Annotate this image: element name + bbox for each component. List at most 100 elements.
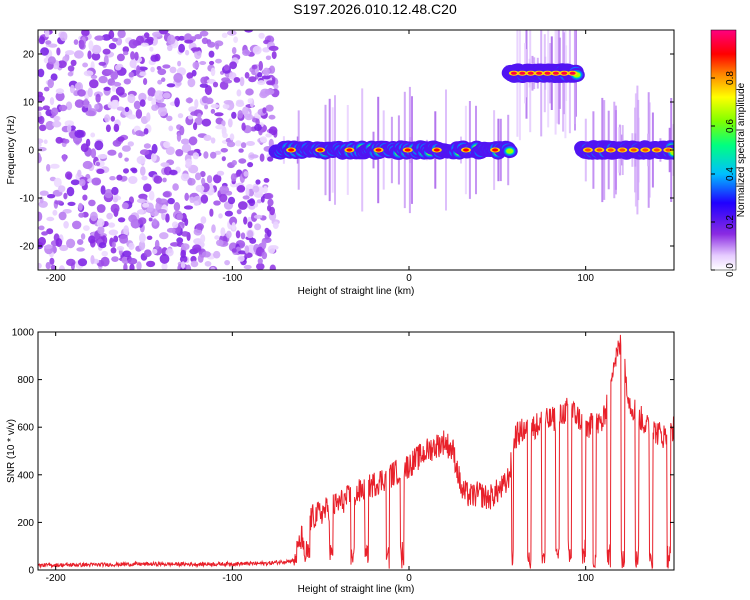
heatmap-cell — [223, 64, 230, 71]
heatmap-cell — [74, 99, 85, 108]
heatmap-cell — [238, 158, 247, 164]
heatmap-cell — [102, 48, 111, 55]
heatmap-cell — [123, 168, 129, 174]
heatmap-cell — [80, 143, 89, 153]
heatmap-cell — [150, 54, 159, 62]
heatmap-cell — [90, 255, 95, 265]
heatmap-cell — [38, 95, 45, 103]
heatmap-cell — [242, 195, 250, 200]
heatmap-cell — [221, 32, 228, 38]
heatmap-cell — [124, 106, 130, 112]
heatmap-cell — [108, 222, 116, 228]
heatmap-cell — [536, 71, 543, 75]
heatmap-cell — [103, 86, 111, 91]
heatmap-cell — [83, 225, 90, 232]
snr-y-tick-label-4: 800 — [17, 375, 34, 386]
colorbar-frame — [710, 29, 737, 271]
heatmap-cell — [235, 230, 241, 239]
heatmap-cell — [67, 65, 75, 72]
heatmap-feature-1 — [268, 86, 518, 214]
heatmap-cell — [244, 72, 250, 79]
heatmap-cell — [185, 264, 192, 270]
heatmap-cell — [114, 64, 122, 71]
heatmap-cell — [166, 115, 173, 122]
heatmap-cell — [63, 192, 68, 200]
heatmap-cell — [169, 66, 177, 74]
heatmap-cell — [224, 79, 233, 84]
heatmap-cell — [77, 89, 86, 97]
heatmap-cell — [76, 247, 85, 252]
heatmap-cell — [186, 72, 194, 79]
heatmap-cell — [138, 217, 147, 225]
heatmap-cell — [207, 41, 216, 48]
heatmap-cell — [263, 178, 270, 183]
heatmap-cell — [85, 110, 96, 117]
heatmap-cell — [273, 84, 279, 90]
heatmap-cell — [184, 218, 189, 226]
heatmap-cell — [70, 179, 80, 186]
heatmap-cell — [50, 73, 58, 81]
heatmap-cell — [213, 174, 222, 184]
snr-x-label: Height of straight line (km) — [298, 584, 415, 595]
snr-x-tick-label-3: 100 — [577, 573, 594, 584]
heatmap-cell — [69, 84, 75, 94]
heatmap-cell — [162, 92, 171, 99]
heatmap-cell — [83, 70, 94, 77]
heatmap-cell — [195, 172, 202, 181]
heatmap-cell — [146, 235, 153, 240]
heatmap-cell — [81, 30, 90, 37]
heatmap-cell — [60, 31, 68, 42]
heatmap-cell — [116, 106, 125, 111]
heatmap-cell — [96, 168, 105, 174]
heatmap-cell — [190, 260, 199, 268]
heatmap-cell — [244, 30, 253, 33]
heatmap-cell — [245, 88, 254, 96]
heatmap-cell — [268, 45, 279, 52]
heatmap-cell — [143, 78, 148, 85]
spectrogram-y-tick-label-4: 20 — [23, 50, 35, 61]
heatmap-cell — [47, 56, 56, 65]
heatmap-cell — [248, 198, 256, 207]
heatmap-cell — [162, 191, 171, 198]
heatmap-cell — [206, 78, 216, 84]
heatmap-cell — [240, 142, 247, 149]
heatmap-cell — [66, 186, 75, 197]
heatmap-cell — [142, 202, 150, 208]
heatmap-cell — [272, 221, 279, 229]
snr-x-tick-label-1: -100 — [222, 573, 242, 584]
heatmap-cell — [65, 101, 73, 111]
heatmap-cell — [139, 149, 150, 156]
heatmap-cell — [129, 263, 135, 270]
heatmap-cell — [38, 262, 42, 269]
heatmap-cell — [204, 104, 209, 110]
heatmap-cell — [267, 198, 274, 207]
heatmap-cell — [181, 243, 190, 251]
heatmap-cell — [220, 227, 226, 237]
heatmap-cell — [150, 152, 157, 162]
heatmap-cell — [117, 136, 125, 142]
heatmap-cell — [181, 231, 190, 237]
heatmap-cell — [255, 179, 261, 185]
heatmap-cell — [665, 148, 672, 152]
heatmap-cell — [49, 257, 55, 265]
heatmap-cell — [210, 67, 216, 77]
heatmap-cell — [38, 36, 46, 45]
spectrogram-y-tick-label-2: 0 — [28, 146, 34, 157]
heatmap-cell — [128, 176, 138, 184]
heatmap-cell — [197, 113, 202, 119]
heatmap-cell — [157, 79, 163, 85]
heatmap-cell — [224, 210, 233, 217]
heatmap-cell — [261, 75, 271, 80]
heatmap-cell — [127, 257, 138, 265]
heatmap-cell — [130, 51, 135, 60]
heatmap-cell — [203, 151, 209, 159]
heatmap-cell — [519, 71, 526, 75]
heatmap-cell — [194, 34, 203, 40]
colorbar-tick-label-2: 0.4 — [725, 167, 736, 181]
heatmap-cell — [136, 65, 141, 75]
heatmap-cell — [216, 170, 225, 176]
heatmap-cell — [258, 32, 265, 39]
heatmap-cell — [199, 83, 209, 88]
heatmap-cell — [221, 156, 226, 162]
